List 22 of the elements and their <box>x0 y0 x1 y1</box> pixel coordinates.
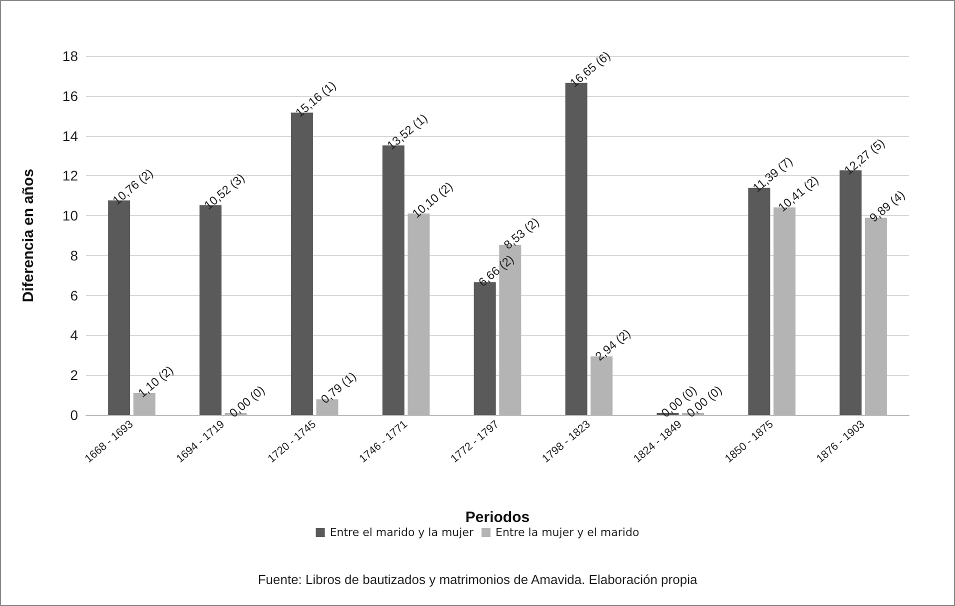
data-label: 8,53 (2) <box>501 214 542 252</box>
data-label: 9,89 (4) <box>866 188 908 225</box>
y-axis-title: Diferencia en años <box>20 168 37 302</box>
data-label: 2,94 (2) <box>592 326 634 364</box>
y-tick-label: 14 <box>62 128 78 144</box>
y-tick-label: 6 <box>70 287 78 304</box>
source-note: Fuente: Libros de bautizados y matrimonios de Amavida. Elaboración propia <box>258 572 698 587</box>
data-label: 0,00 (0) <box>226 382 268 420</box>
y-tick-label: 16 <box>62 88 78 104</box>
x-axis-title: Periodos <box>465 509 530 526</box>
y-tick-label: 2 <box>70 367 78 384</box>
data-label: 1,10 (2) <box>135 362 176 400</box>
data-label: 6,66 (2) <box>476 252 516 290</box>
y-tick-label: 4 <box>70 327 78 344</box>
y-tick-label: 18 <box>62 48 78 64</box>
y-tick-label: 10 <box>62 208 78 224</box>
y-tick-label: 12 <box>62 168 78 184</box>
y-tick-label: 0 <box>70 407 78 423</box>
legend-label: Entre la mujer y el marido <box>496 526 640 539</box>
data-label: 0,79 (1) <box>318 369 359 406</box>
y-tick-label: 8 <box>70 247 78 264</box>
legend-label: Entre el marido y la mujer <box>330 526 474 539</box>
